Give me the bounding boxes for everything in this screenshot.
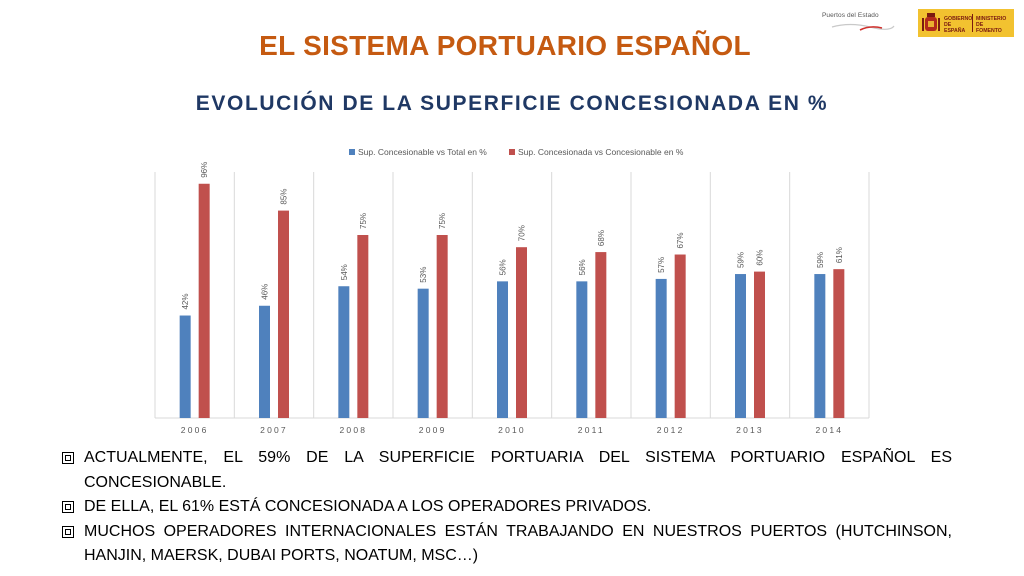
bar-concesionada (278, 210, 289, 418)
bar-concesionada (595, 252, 607, 418)
data-label: 68% (597, 230, 606, 246)
legend-swatch (349, 149, 355, 155)
swoosh-icon (831, 23, 895, 31)
checkbox-bullet-icon (62, 525, 74, 538)
bullet-text: ACTUALMENTE, EL 59% DE LA SUPERFICIE POR… (84, 449, 952, 491)
bar-concesionada (833, 269, 845, 418)
bar-concesionable (814, 274, 826, 418)
x-tick-label: 2013 (736, 425, 764, 435)
bar-concesionada (516, 247, 527, 418)
bullet-text: DE ELLA, EL 61% ESTÁ CONCESIONADA A LOS … (84, 498, 652, 515)
bullet-text: MUCHOS OPERADORES INTERNACIONALES ESTÁN … (84, 522, 952, 565)
bar-concesionable (179, 315, 191, 418)
x-tick-label: 2006 (181, 425, 209, 435)
bar-concesionada (754, 271, 765, 418)
data-label: 59% (737, 252, 746, 268)
legend-label: Sup. Concesionable vs Total en % (358, 147, 487, 157)
gobierno-de-espana-logo: GOBIERNO DE ESPAÑA MINISTERIO DE FOMENTO (918, 9, 1014, 37)
data-label: 60% (756, 250, 765, 266)
checkbox-bullet-icon (62, 452, 74, 464)
data-label: 57% (657, 257, 666, 273)
x-tick-label: 2011 (578, 425, 605, 435)
chart-heading: EVOLUCIÓN DE LA SUPERFICIE CONCESIONADA … (195, 92, 829, 115)
data-label: 53% (419, 267, 428, 283)
x-tick-label: 2009 (419, 425, 447, 435)
gobierno-text: GOBIERNO DE ESPAÑA (944, 16, 973, 34)
data-label: 61% (835, 247, 844, 263)
logo-divider (972, 14, 973, 32)
bullet-item: ACTUALMENTE, EL 59% DE LA SUPERFICIE POR… (60, 446, 952, 495)
bullet-item: MUCHOS OPERADORES INTERNACIONALES ESTÁN … (60, 520, 952, 569)
x-tick-label: 2008 (339, 425, 367, 435)
bullet-list: ACTUALMENTE, EL 59% DE LA SUPERFICIE POR… (60, 446, 952, 569)
puertos-del-estado-text: Puertos del Estado (822, 12, 879, 19)
x-tick-label: 2012 (657, 425, 685, 435)
data-label: 54% (340, 264, 349, 280)
bar-concesionable (497, 281, 508, 418)
bar-concesionable (417, 288, 429, 418)
data-label: 46% (261, 284, 270, 300)
data-label: 75% (359, 213, 368, 229)
x-tick-label: 2007 (260, 425, 288, 435)
bar-concesionada (198, 183, 210, 418)
data-label: 85% (280, 189, 289, 205)
data-label: 70% (518, 225, 527, 241)
bar-concesionada (436, 235, 448, 418)
data-label: 59% (816, 252, 825, 268)
coat-of-arms-icon (922, 13, 940, 31)
data-label: 56% (578, 259, 587, 275)
bar-concesionable (338, 286, 350, 418)
bar-concesionada (357, 235, 369, 418)
x-tick-label: 2010 (498, 425, 526, 435)
bar-concesionable (576, 281, 588, 418)
bullet-item: DE ELLA, EL 61% ESTÁ CONCESIONADA A LOS … (60, 495, 952, 520)
ministerio-text: MINISTERIO DE FOMENTO (976, 16, 1007, 34)
legend-label: Sup. Concesionada vs Concesionable en % (518, 147, 684, 157)
page-title: EL SISTEMA PORTUARIO ESPAÑOL (259, 30, 751, 61)
bar-concesionable (259, 305, 270, 418)
data-label: 67% (676, 233, 685, 249)
bar-concesionable (655, 278, 667, 418)
x-tick-label: 2014 (815, 425, 843, 435)
data-label: 75% (438, 213, 447, 229)
bar-concesionada (674, 254, 686, 418)
data-label: 56% (499, 259, 508, 275)
puertos-del-estado-logo: Puertos del Estado (822, 12, 902, 34)
checkbox-bullet-icon (62, 501, 74, 513)
bar-concesionable (735, 274, 746, 418)
legend-swatch (509, 149, 515, 155)
data-label: 42% (181, 294, 190, 310)
data-label: 96% (200, 162, 209, 178)
